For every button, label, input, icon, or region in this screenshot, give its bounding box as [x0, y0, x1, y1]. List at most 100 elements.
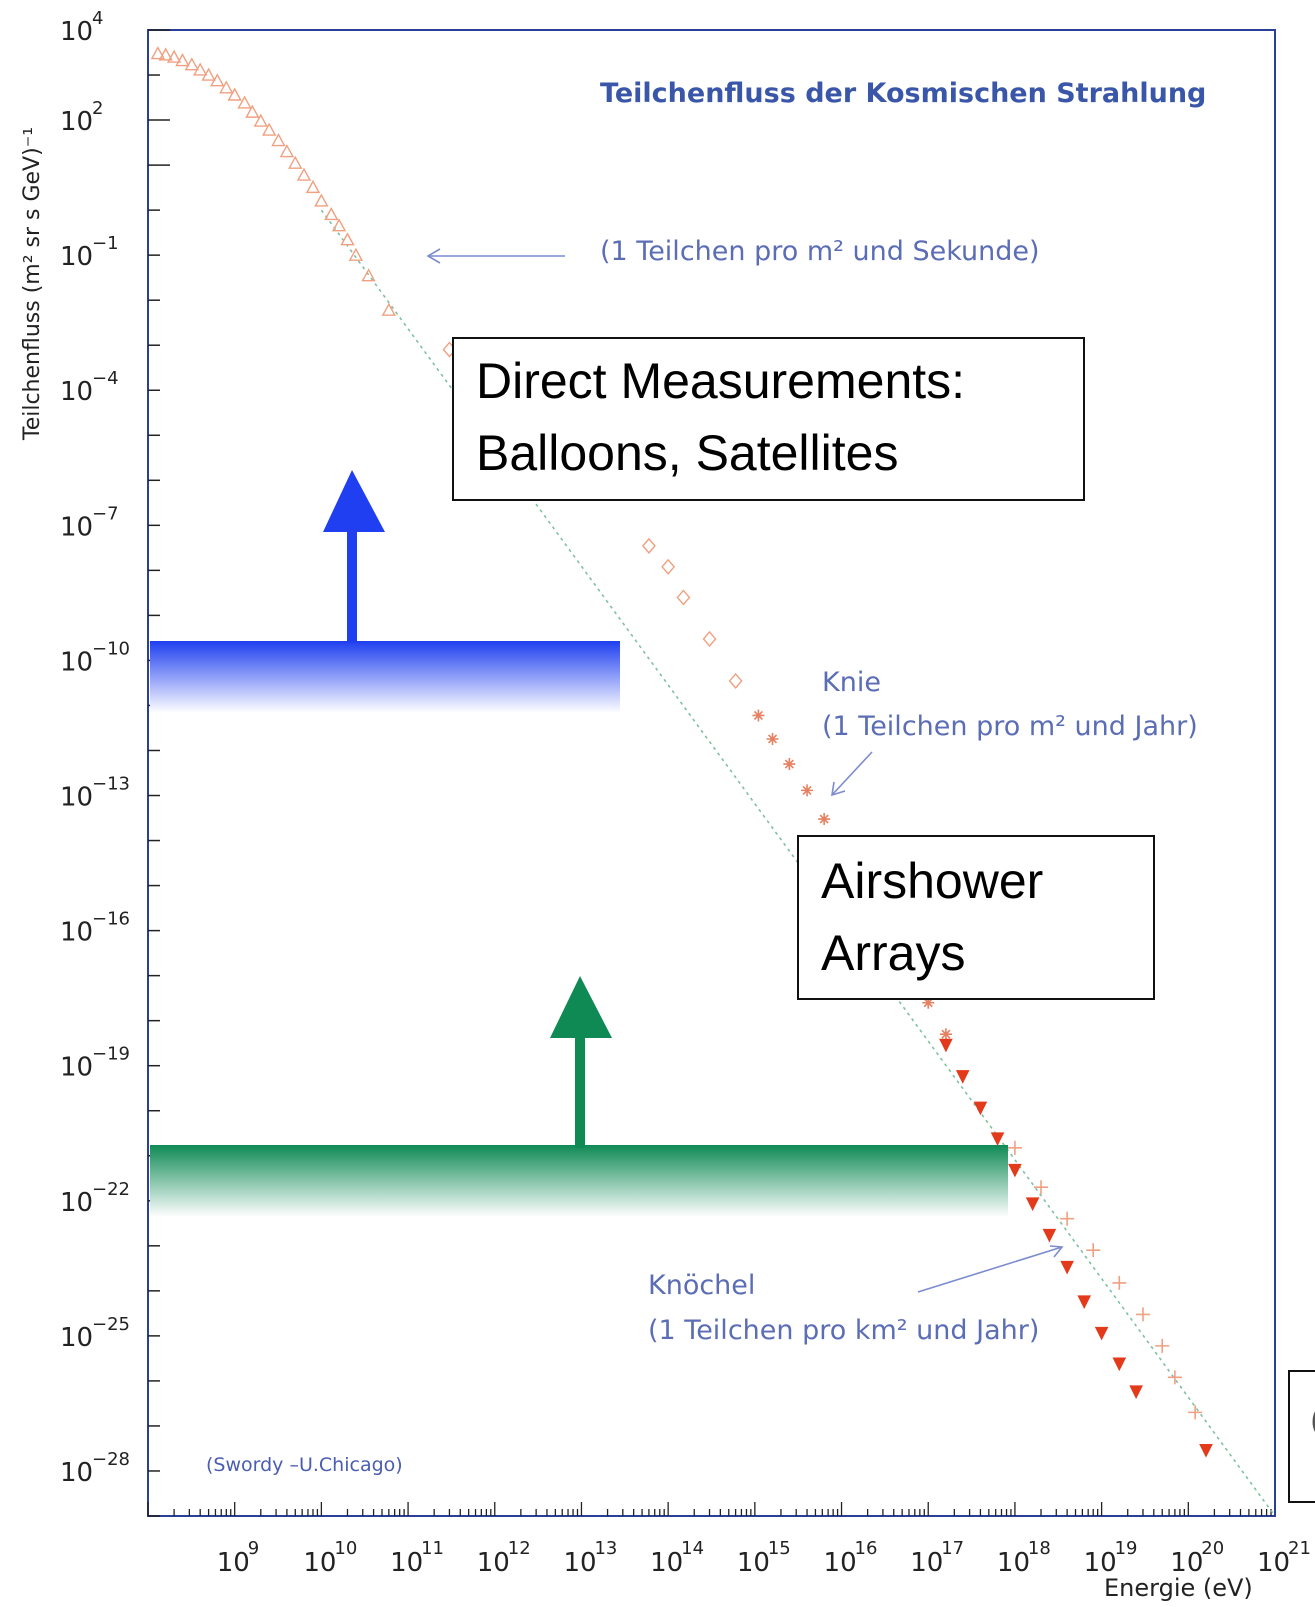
arrow-knoechel-head — [1049, 1245, 1064, 1258]
direct-box-line1: Direct Measurements: — [476, 353, 966, 409]
x-tick-label: 10 — [563, 1548, 596, 1578]
y-tick-label: 10 — [60, 242, 93, 272]
data-point-series-2 — [818, 813, 831, 826]
data-point-series-0 — [184, 57, 199, 71]
x-tick-exponent: 16 — [855, 1538, 878, 1559]
x-tick-label: 10 — [997, 1548, 1030, 1578]
data-point-series-0 — [314, 193, 329, 207]
y-tick-exponent: −13 — [92, 774, 130, 795]
x-tick-label: 10 — [303, 1548, 336, 1578]
data-point-series-0 — [158, 47, 173, 61]
data-point-series-4 — [1060, 1211, 1075, 1226]
credit-label: (Swordy –U.Chicago) — [206, 1454, 403, 1476]
y-tick-label: 10 — [60, 107, 93, 137]
arrow-knie-head — [831, 781, 846, 797]
data-point-series-1 — [661, 558, 676, 575]
x-tick-exponent: 9 — [248, 1538, 259, 1559]
x-tick-label: 10 — [1170, 1548, 1203, 1578]
data-point-series-0 — [219, 80, 234, 94]
data-point-series-3 — [955, 1070, 970, 1084]
data-point-series-0 — [305, 179, 321, 194]
y-tick-exponent: −25 — [92, 1314, 130, 1335]
data-point-series-3 — [1008, 1163, 1022, 1178]
y-tick-label: 10 — [60, 17, 93, 47]
data-point-series-4 — [1112, 1275, 1127, 1290]
data-point-series-3 — [1060, 1260, 1074, 1275]
arrow-knie — [831, 751, 873, 796]
direct-measurements-box: Direct Measurements: Balloons, Satellite… — [452, 337, 1085, 501]
y-tick-exponent: −1 — [92, 233, 119, 254]
data-point-series-3 — [1199, 1443, 1213, 1458]
green-arrow-shaft — [575, 1030, 585, 1148]
data-point-series-0 — [361, 268, 376, 282]
arrow-sekunde-head — [426, 248, 441, 264]
data-point-series-2 — [939, 1028, 952, 1041]
y-axis-label: Teilchenfluss (m² sr s GeV)⁻¹ — [20, 126, 45, 440]
blue-arrow-head — [323, 470, 385, 532]
y-tick-labels: 10410210−110−410−710−1010−1310−1610−1910… — [60, 8, 130, 1488]
data-point-series-0 — [296, 167, 312, 181]
data-point-series-4 — [1167, 1370, 1182, 1385]
y-tick-label: 10 — [60, 1188, 93, 1218]
data-point-series-0 — [340, 232, 355, 246]
x-tick-exponent: 13 — [594, 1538, 617, 1559]
data-point-series-1 — [728, 672, 743, 690]
data-point-series-3 — [1094, 1326, 1109, 1341]
blue-arrow-shaft — [347, 525, 357, 643]
y-tick-label: 10 — [60, 647, 93, 677]
data-point-series-0 — [348, 247, 364, 261]
data-point-series-0 — [271, 133, 286, 147]
x-axis-label: Energie (eV) — [1104, 1574, 1253, 1602]
y-tick-label: 10 — [60, 377, 93, 407]
x-tick-exponent: 18 — [1028, 1538, 1051, 1559]
cut-off-box: C — [1288, 1370, 1315, 1503]
x-tick-label: 10 — [1084, 1548, 1117, 1578]
data-point-series-3 — [1129, 1385, 1143, 1400]
data-point-series-3 — [1025, 1197, 1040, 1211]
minor-ticks — [147, 29, 1272, 1517]
green-arrow-head — [550, 976, 612, 1038]
data-point-series-2 — [752, 709, 765, 722]
annotation-knoechel-sub: (1 Teilchen pro km² und Jahr) — [648, 1315, 1040, 1346]
y-tick-label: 10 — [60, 1323, 93, 1353]
y-tick-label: 10 — [60, 512, 93, 542]
data-point-series-1 — [702, 630, 717, 648]
data-point-series-0 — [279, 144, 295, 158]
arrow-knoechel — [917, 1246, 1063, 1293]
x-tick-exponent: 21 — [1288, 1538, 1311, 1559]
x-tick-label: 10 — [1257, 1548, 1290, 1578]
x-tick-exponent: 12 — [508, 1538, 531, 1559]
airshower-box-line2: Arrays — [821, 925, 966, 981]
blue-band — [150, 641, 620, 713]
y-tick-label: 10 — [60, 918, 93, 948]
y-tick-exponent: −7 — [92, 503, 119, 524]
x-tick-label: 10 — [217, 1548, 250, 1578]
cut-box-text: C — [1310, 1386, 1315, 1458]
data-point-series-2 — [766, 732, 779, 745]
plot-frame — [147, 29, 1276, 1517]
annotation-knoechel: Knöchel — [648, 1270, 756, 1301]
y-tick-label: 10 — [60, 1458, 93, 1488]
data-point-series-0 — [150, 46, 166, 60]
x-tick-exponent: 10 — [334, 1538, 357, 1559]
data-point-series-0 — [324, 207, 339, 221]
data-point-series-0 — [201, 67, 216, 81]
x-tick-exponent: 20 — [1201, 1538, 1224, 1559]
data-point-series-4 — [1135, 1307, 1150, 1322]
annotation-knie-sub: (1 Teilchen pro m² und Jahr) — [822, 711, 1198, 742]
annotation-sekunde: (1 Teilchen pro m² und Sekunde) — [600, 236, 1040, 267]
data-point-series-0 — [237, 95, 252, 109]
data-point-series-3 — [1112, 1357, 1127, 1372]
direct-box-line2: Balloons, Satellites — [476, 425, 899, 481]
x-tick-label: 10 — [390, 1548, 423, 1578]
y-tick-exponent: −4 — [92, 368, 119, 389]
data-point-series-0 — [193, 62, 208, 76]
data-point-series-3 — [1077, 1295, 1092, 1309]
data-point-series-3 — [1042, 1228, 1057, 1243]
x-tick-label: 10 — [910, 1548, 943, 1578]
data-point-series-0 — [253, 113, 268, 127]
data-point-series-0 — [381, 302, 397, 316]
data-point-series-0 — [166, 49, 182, 63]
